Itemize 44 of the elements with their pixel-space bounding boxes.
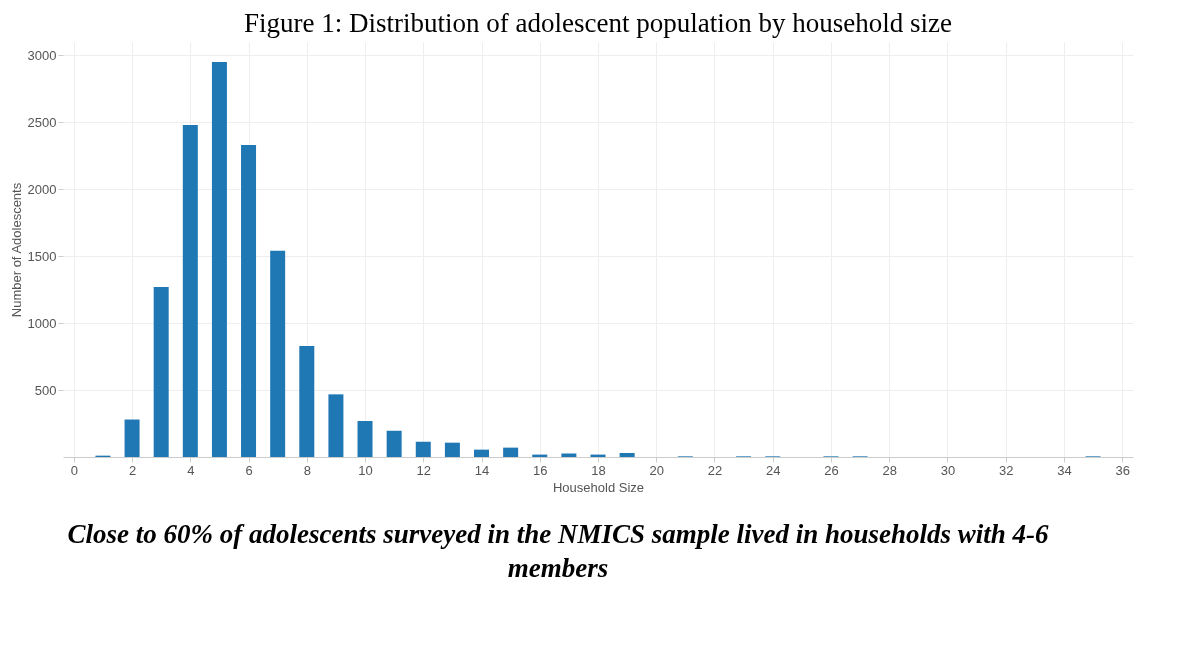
x-tick-label: 2 (128, 462, 137, 478)
y-tick-label: 3000 (27, 47, 57, 63)
x-tick-label: 22 (707, 462, 723, 478)
bar (182, 125, 198, 457)
x-tick-label: 26 (824, 462, 839, 478)
x-tick-label: 36 (1115, 462, 1130, 478)
x-tick-label: 30 (940, 462, 956, 478)
bar (474, 449, 490, 457)
bar (357, 420, 373, 457)
x-tick-label: 4 (187, 462, 195, 478)
x-axis-title: Household Size (552, 479, 645, 495)
bar (270, 250, 286, 457)
bar (211, 62, 227, 457)
x-tick-label: 34 (1057, 462, 1072, 478)
y-tick-label: 2500 (27, 114, 57, 130)
x-tick-label: 12 (416, 462, 432, 478)
y-tick-label: 1000 (27, 315, 57, 331)
x-tick-label: 14 (474, 462, 490, 478)
chart-title: Figure 1: Distribution of adolescent population by household size (244, 8, 952, 38)
y-tick-label: 1500 (27, 248, 57, 264)
bar (503, 447, 519, 457)
bar (415, 441, 431, 457)
bar (619, 452, 635, 457)
bar (124, 419, 140, 457)
x-tick-label: 16 (533, 462, 548, 478)
bar (386, 430, 402, 457)
bar (444, 442, 460, 457)
bar (241, 145, 257, 457)
x-tick-label: 8 (303, 462, 311, 478)
x-tick-label: 18 (591, 462, 606, 478)
text: Close to 60% of adolescents surveyed in the NMICS sample lived in households with 4-6 members (67, 519, 1050, 583)
x-tick-label: 0 (70, 462, 78, 478)
bar (328, 394, 344, 457)
x-tick-label: 6 (245, 462, 253, 478)
x-tick-label: 10 (358, 462, 373, 478)
x-tick-label: 24 (765, 462, 781, 478)
x-tick-label: 20 (649, 462, 664, 478)
x-tick-label: 28 (882, 462, 897, 478)
x-tick-label: 32 (998, 462, 1014, 478)
y-tick-label: 500 (34, 382, 57, 398)
bar (153, 286, 169, 457)
y-tick-label: 2000 (27, 181, 57, 197)
y-axis-title: Number of Adolescents (8, 182, 24, 318)
bar (299, 345, 315, 457)
